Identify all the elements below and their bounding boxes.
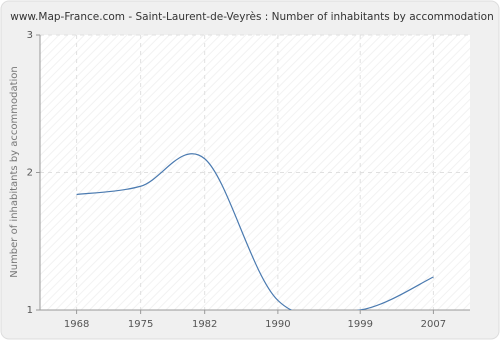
x-tick-label: 1975 <box>128 319 153 330</box>
x-tick-label: 1990 <box>265 319 290 330</box>
y-axis-label: Number of inhabitants by accommodation <box>9 66 20 278</box>
x-tick-label: 1999 <box>347 319 372 330</box>
plot-hatch <box>40 35 470 310</box>
chart-title: www.Map-France.com - Saint-Laurent-de-Ve… <box>10 11 493 23</box>
y-tick-label: 1 <box>27 305 33 316</box>
data-line <box>76 153 434 310</box>
y-tick-label: 3 <box>27 30 33 41</box>
y-tick-label: 2 <box>27 168 33 179</box>
x-tick-label: 1982 <box>192 319 217 330</box>
x-tick-label: 2007 <box>421 319 446 330</box>
x-tick-label: 1968 <box>64 319 89 330</box>
